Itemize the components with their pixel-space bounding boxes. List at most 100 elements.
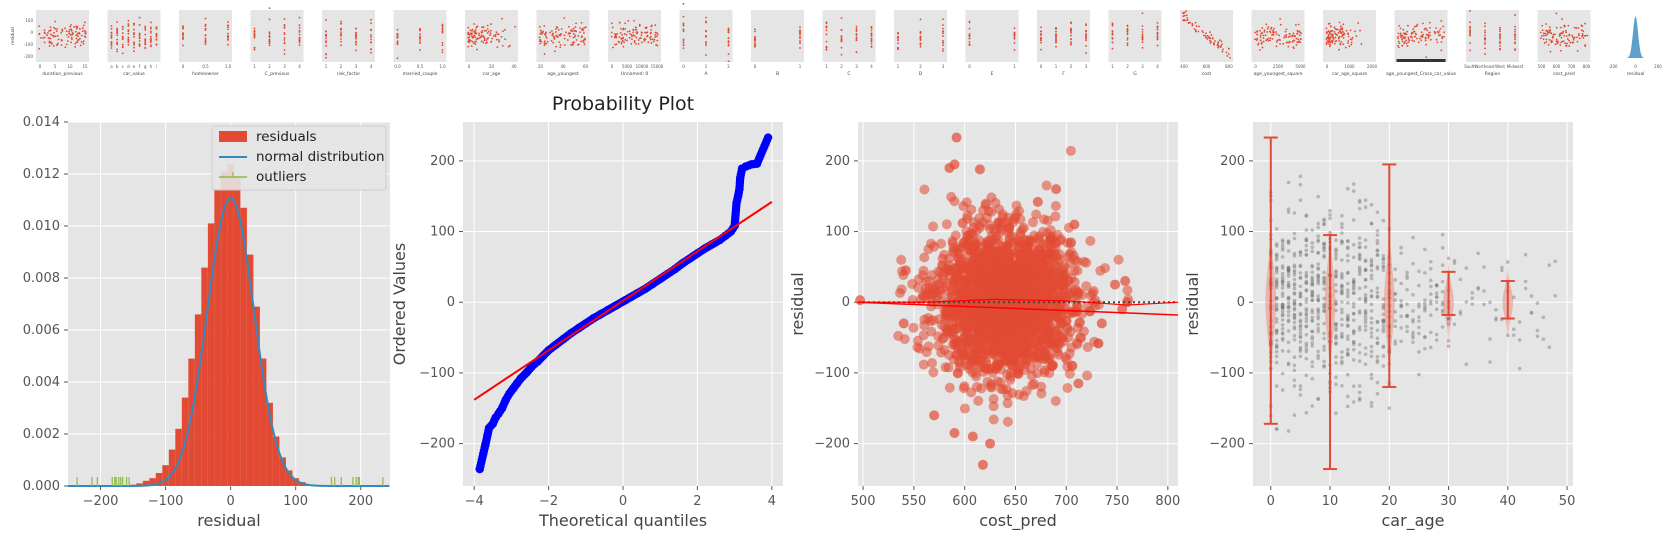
- strip-plot-area: [250, 10, 304, 62]
- car-age-point: [1292, 291, 1297, 295]
- car-age-point: [1340, 222, 1344, 226]
- strip-plot-area: [822, 10, 876, 62]
- strip-x-tick: 600: [1553, 64, 1561, 69]
- strip-point: [649, 38, 652, 41]
- strip-point: [1013, 33, 1016, 36]
- strip-point: [682, 24, 685, 26]
- strip-point: [1055, 45, 1057, 48]
- strip-point: [1416, 23, 1419, 26]
- strip-point: [1426, 29, 1429, 32]
- strip-point: [1279, 39, 1281, 41]
- strip-point: [1287, 45, 1290, 48]
- residual-point: [1041, 180, 1052, 191]
- strip-point: [1550, 32, 1553, 35]
- strip-point: [754, 40, 756, 42]
- strip-point: [612, 46, 614, 49]
- strip-point: [1269, 39, 1272, 42]
- strip-point: [133, 46, 135, 49]
- strip-point: [1552, 33, 1555, 36]
- strip-point: [583, 43, 586, 46]
- strip-point: [1185, 14, 1188, 17]
- car-age-point: [1322, 331, 1326, 336]
- strip-point: [1013, 32, 1016, 35]
- strip-point: [355, 37, 357, 40]
- strip-point: [1040, 39, 1042, 42]
- x-tick-label: 40: [1500, 494, 1517, 509]
- residual-point: [1001, 240, 1012, 251]
- residual-point: [977, 217, 988, 228]
- strip-point: [1297, 30, 1300, 32]
- strip-point: [133, 42, 135, 45]
- strip-point: [65, 33, 68, 36]
- strip-point: [268, 38, 271, 41]
- strip-y-tick: 100: [25, 18, 33, 23]
- strip-point: [620, 41, 623, 43]
- car-age-point: [1304, 319, 1309, 324]
- strip-point: [1285, 28, 1288, 31]
- strip-point: [799, 34, 801, 36]
- residual-point: [1030, 325, 1041, 336]
- strip-point: [110, 32, 113, 34]
- strip-point: [325, 44, 327, 47]
- strip-x-tick: 3: [1141, 64, 1144, 69]
- strip-point: [557, 29, 560, 31]
- strip-x-tick: 0: [682, 64, 685, 69]
- car-age-point: [1280, 323, 1285, 327]
- car-age-point: [1351, 218, 1356, 222]
- car-age-point: [1304, 332, 1309, 337]
- strip-point: [1338, 48, 1340, 51]
- car-age-point: [1340, 355, 1344, 360]
- strip-point: [81, 27, 84, 29]
- strip-point: [1013, 37, 1016, 40]
- strip-point: [825, 40, 828, 43]
- strip-point: [50, 33, 52, 36]
- car-age-point: [1340, 214, 1344, 218]
- car-age-point: [1292, 286, 1297, 291]
- strip-point: [1547, 31, 1550, 34]
- strip-point: [57, 42, 59, 45]
- strip-x-label: car_age: [483, 71, 501, 77]
- strip-x-label: C: [847, 71, 850, 77]
- car-age-point: [1280, 271, 1285, 276]
- strip-point: [253, 47, 256, 49]
- strip-point: [1085, 23, 1087, 26]
- strip-point: [1399, 27, 1402, 30]
- strip-point: [649, 32, 652, 35]
- car-age-point: [1322, 365, 1326, 369]
- residual-point: [1002, 398, 1013, 409]
- strip-point: [727, 41, 730, 44]
- car-age-point: [1304, 243, 1309, 248]
- strip-point: [799, 31, 801, 34]
- strip-point: [370, 51, 372, 54]
- strip-point: [545, 42, 548, 45]
- strip-point: [1183, 14, 1186, 17]
- strip-point: [325, 56, 327, 59]
- strip-point: [370, 48, 372, 51]
- y-axis-label: residual: [788, 272, 807, 335]
- car-age-point: [1334, 254, 1338, 258]
- strip-point: [549, 31, 551, 34]
- strip-point: [1565, 31, 1568, 34]
- strip-point: [481, 26, 483, 29]
- car-age-point: [1292, 269, 1297, 273]
- car-age-point: [1363, 285, 1368, 289]
- qq-point: [735, 184, 744, 194]
- strip-point: [1266, 38, 1269, 41]
- strip-point: [127, 39, 130, 42]
- strip-point: [563, 44, 566, 46]
- strip-point: [121, 28, 124, 31]
- strip-point: [1347, 35, 1350, 38]
- y-tick-label: 0.010: [23, 219, 60, 234]
- strip-x-tick: i: [156, 64, 157, 69]
- strip-point: [38, 25, 41, 28]
- residual-point: [1069, 265, 1080, 276]
- residual-point: [1096, 318, 1107, 329]
- strip-point: [652, 40, 655, 43]
- car-age-point: [1357, 309, 1362, 313]
- x-tick-label: 2: [693, 494, 701, 509]
- strip-point: [268, 42, 271, 45]
- strip-point: [1334, 40, 1337, 43]
- x-tick-label: 800: [1155, 494, 1180, 509]
